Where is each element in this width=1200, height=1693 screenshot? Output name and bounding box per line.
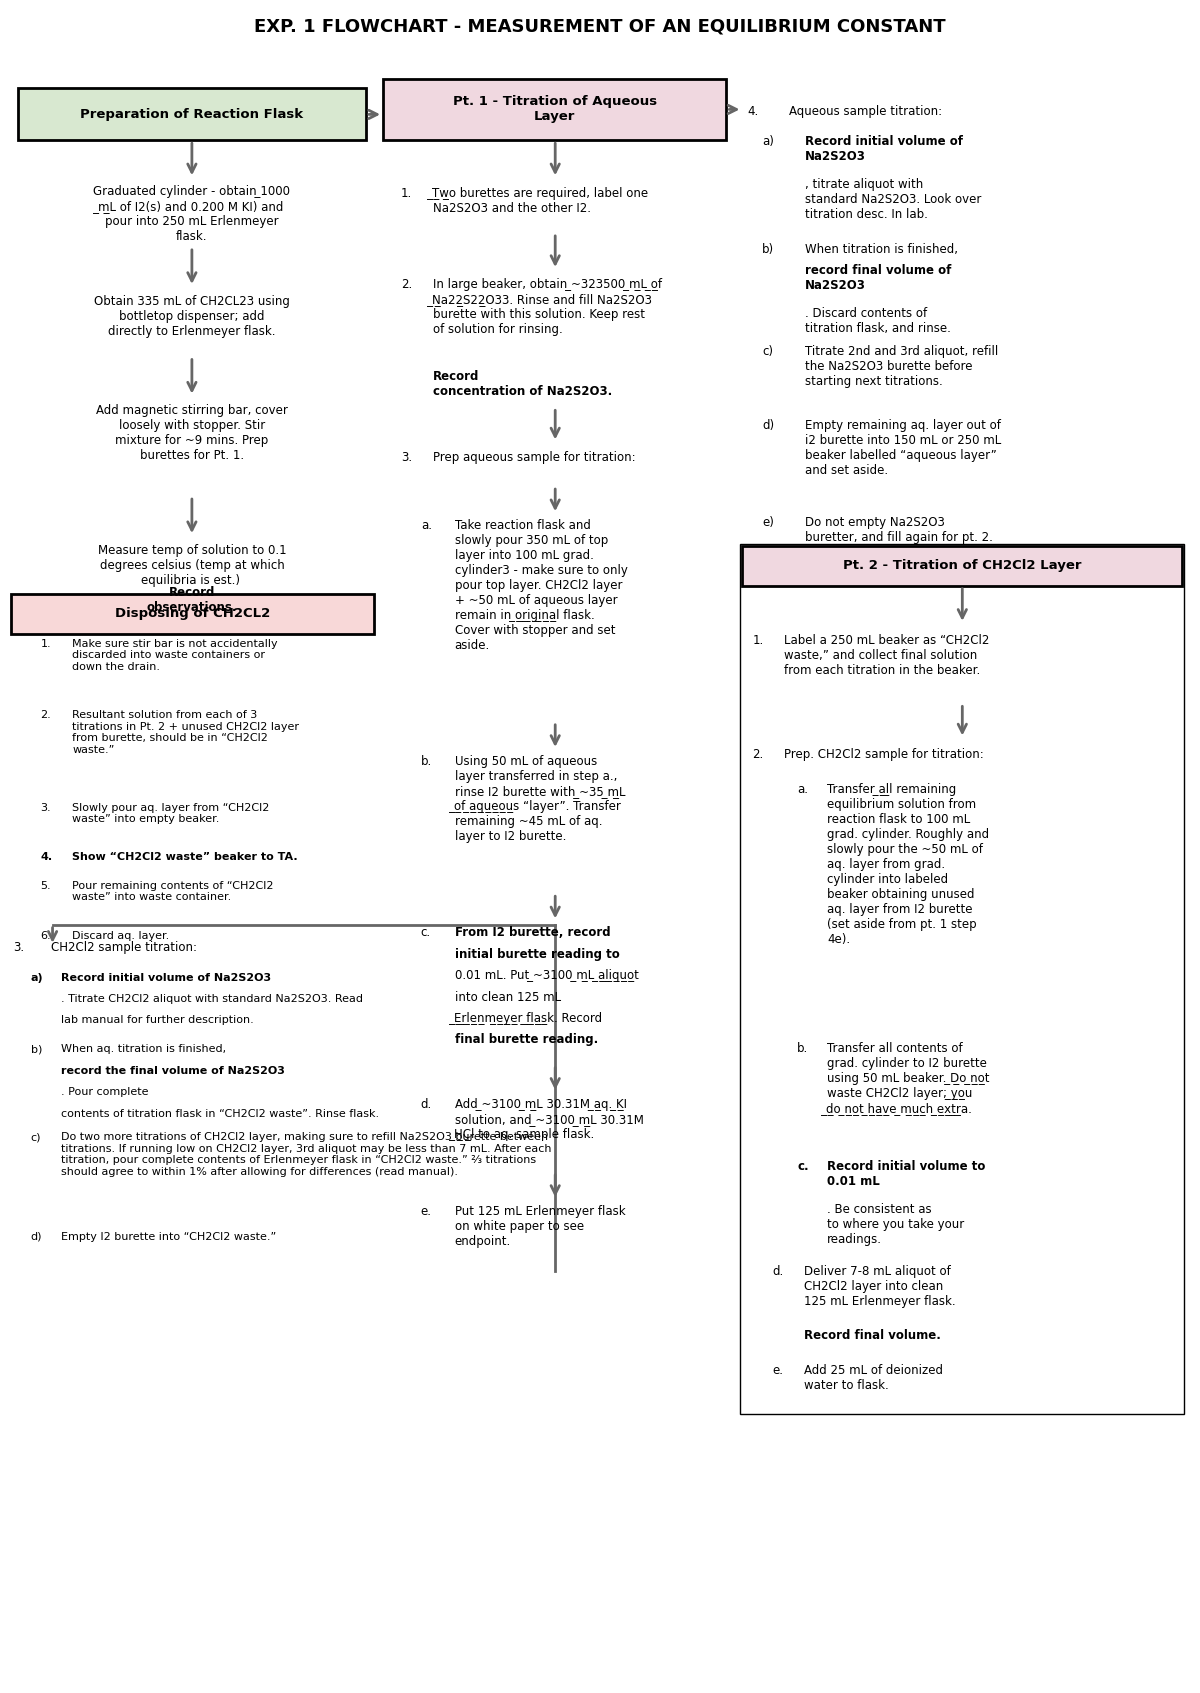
Text: Obtain 335 mL of CH2CL23 using
bottletop dispenser; add
directly to Erlenmeyer f: Obtain 335 mL of CH2CL23 using bottletop… bbox=[94, 295, 290, 339]
Text: c.: c. bbox=[421, 926, 431, 940]
Text: Record initial volume to
0.01 mL: Record initial volume to 0.01 mL bbox=[827, 1160, 985, 1188]
Text: Label a 250 mL beaker as “CH2Cl2
waste,” and collect final solution
from each ti: Label a 250 mL beaker as “CH2Cl2 waste,”… bbox=[784, 633, 990, 677]
Text: final burette reading.: final burette reading. bbox=[455, 1033, 598, 1046]
Text: d): d) bbox=[31, 1233, 42, 1241]
Text: d): d) bbox=[762, 420, 774, 432]
Text: Add ̲~3100 ̲m̲L 30.31M ̲a̲q. ̲K̲I
solution, and ̲~3100 ̲m̲L 30.31M
̲H̲C̲l to aq.: Add ̲~3100 ̲m̲L 30.31M ̲a̲q. ̲K̲I soluti… bbox=[455, 1097, 643, 1141]
Text: When titration is finished,: When titration is finished, bbox=[805, 244, 958, 256]
FancyBboxPatch shape bbox=[383, 78, 726, 141]
Text: a): a) bbox=[31, 972, 43, 982]
Text: ̲T̲w̲o burettes are required, label one
Na2S2O3 and the other I2.: ̲T̲w̲o burettes are required, label one … bbox=[433, 188, 649, 215]
Text: 1.: 1. bbox=[401, 188, 412, 200]
Text: record final volume of
Na2S2O3: record final volume of Na2S2O3 bbox=[805, 264, 952, 293]
Text: Prep. CH2Cl2 sample for titration:: Prep. CH2Cl2 sample for titration: bbox=[784, 748, 984, 762]
Text: 1.: 1. bbox=[752, 633, 763, 647]
Text: 0.01 mL. Put ̲~3100 ̲m̲L ̲a̲l̲i̲q̲u̲o̲t: 0.01 mL. Put ̲~3100 ̲m̲L ̲a̲l̲i̲q̲u̲o̲t bbox=[455, 968, 638, 982]
Text: Record final volume.: Record final volume. bbox=[804, 1329, 941, 1343]
Text: Put 125 mL Erlenmeyer flask
on white paper to see
endpoint.: Put 125 mL Erlenmeyer flask on white pap… bbox=[455, 1205, 625, 1248]
Text: c): c) bbox=[31, 1133, 41, 1143]
Text: 5.: 5. bbox=[41, 880, 52, 891]
Text: Add magnetic stirring bar, cover
loosely with stopper. Stir
mixture for ~9 mins.: Add magnetic stirring bar, cover loosely… bbox=[96, 405, 288, 462]
Text: Resultant solution from each of 3
titrations in Pt. 2 + unused CH2Cl2 layer
from: Resultant solution from each of 3 titrat… bbox=[72, 709, 300, 755]
Text: b.: b. bbox=[421, 755, 432, 769]
Text: 1.: 1. bbox=[41, 638, 52, 648]
FancyBboxPatch shape bbox=[18, 88, 366, 141]
Text: EXP. 1 FLOWCHART - MEASUREMENT OF AN EQUILIBRIUM CONSTANT: EXP. 1 FLOWCHART - MEASUREMENT OF AN EQU… bbox=[254, 17, 946, 36]
Text: ̲E̲r̲l̲e̲n̲m̲e̲y̲e̲r ̲f̲l̲a̲s̲k. Record: ̲E̲r̲l̲e̲n̲m̲e̲y̲e̲r ̲f̲l̲a̲s̲k. Record bbox=[455, 1012, 602, 1024]
Text: . Discard contents of
titration flask, and rinse.: . Discard contents of titration flask, a… bbox=[805, 306, 950, 335]
Text: Show “CH2Cl2 waste” beaker to TA.: Show “CH2Cl2 waste” beaker to TA. bbox=[72, 853, 298, 862]
Text: . Pour complete: . Pour complete bbox=[60, 1087, 148, 1097]
Text: In large beaker, obtain ̲~323500 ̲m̲L ̲o̲f
̲N̲a22̲S22̲O33. Rinse and fill Na2S2O: In large beaker, obtain ̲~323500 ̲m̲L ̲o… bbox=[433, 278, 661, 335]
Text: 2.: 2. bbox=[401, 278, 412, 291]
Text: Using 50 mL of aqueous
layer transferred in step a.,
rinse I2 burette with ̲~35 : Using 50 mL of aqueous layer transferred… bbox=[455, 755, 625, 843]
Text: Transfer all contents of
grad. cylinder to I2 burette
using 50 mL beaker. ̲D̲o ̲: Transfer all contents of grad. cylinder … bbox=[827, 1043, 990, 1116]
Text: c.: c. bbox=[797, 1160, 809, 1173]
FancyBboxPatch shape bbox=[743, 545, 1182, 586]
Text: b): b) bbox=[762, 244, 774, 256]
Text: Slowly pour aq. layer from “CH2Cl2
waste” into empty beaker.: Slowly pour aq. layer from “CH2Cl2 waste… bbox=[72, 802, 270, 824]
Text: Record initial volume of
Na2S2O3: Record initial volume of Na2S2O3 bbox=[805, 135, 964, 163]
Text: 3.: 3. bbox=[13, 941, 24, 953]
Text: Record initial volume of Na2S2O3: Record initial volume of Na2S2O3 bbox=[60, 972, 271, 982]
Text: 3.: 3. bbox=[401, 452, 412, 464]
Text: Titrate 2nd and 3rd aliquot, refill
the Na2S2O3 burette before
starting next tit: Titrate 2nd and 3rd aliquot, refill the … bbox=[805, 345, 998, 388]
Text: Take reaction flask and
slowly pour 350 mL of top
layer into 100 mL grad.
cylind: Take reaction flask and slowly pour 350 … bbox=[455, 520, 628, 652]
Text: a.: a. bbox=[421, 520, 432, 532]
Text: record the final volume of Na2S2O3: record the final volume of Na2S2O3 bbox=[60, 1067, 284, 1075]
Text: d.: d. bbox=[421, 1097, 432, 1111]
Text: Transfer ̲a̲l̲l remaining
equilibrium solution from
reaction flask to 100 mL
gra: Transfer ̲a̲l̲l remaining equilibrium so… bbox=[827, 784, 989, 946]
Text: Do two more titrations of CH2Cl2 layer, making sure to refill Na2S2O3 burette be: Do two more titrations of CH2Cl2 layer, … bbox=[60, 1133, 551, 1177]
Text: c): c) bbox=[762, 345, 773, 357]
Text: Discard aq. layer.: Discard aq. layer. bbox=[72, 931, 169, 941]
Text: initial burette reading to: initial burette reading to bbox=[455, 948, 619, 960]
Text: e.: e. bbox=[772, 1365, 784, 1378]
Text: Empty remaining aq. layer out of
i2 burette into 150 mL or 250 mL
beaker labelle: Empty remaining aq. layer out of i2 bure… bbox=[805, 420, 1001, 477]
Text: Pour remaining contents of “CH2Cl2
waste” into waste container.: Pour remaining contents of “CH2Cl2 waste… bbox=[72, 880, 274, 902]
Text: Add 25 mL of deionized
water to flask.: Add 25 mL of deionized water to flask. bbox=[804, 1365, 943, 1392]
Text: Measure temp of solution to 0.1
degrees celsius (temp at which
equilibria is est: Measure temp of solution to 0.1 degrees … bbox=[97, 543, 287, 587]
Text: Do not empty Na2S2O3
buretter, and fill again for pt. 2.: Do not empty Na2S2O3 buretter, and fill … bbox=[805, 516, 992, 543]
Text: 2.: 2. bbox=[752, 748, 763, 762]
Text: a.: a. bbox=[797, 784, 808, 796]
Text: e.: e. bbox=[421, 1205, 432, 1217]
Text: e): e) bbox=[762, 516, 774, 530]
Text: d.: d. bbox=[772, 1265, 784, 1278]
Text: 6.: 6. bbox=[41, 931, 52, 941]
Text: Aqueous sample titration:: Aqueous sample titration: bbox=[790, 105, 942, 119]
Text: Make sure stir bar is not accidentally
discarded into waste containers or
down t: Make sure stir bar is not accidentally d… bbox=[72, 638, 278, 672]
Text: From I2 burette, record: From I2 burette, record bbox=[455, 926, 611, 940]
Text: into clean 125 mL: into clean 125 mL bbox=[455, 990, 560, 1004]
Text: lab manual for further description.: lab manual for further description. bbox=[60, 1016, 253, 1026]
Text: . Be consistent as
to where you take your
readings.: . Be consistent as to where you take you… bbox=[827, 1202, 964, 1246]
FancyBboxPatch shape bbox=[11, 594, 374, 633]
Text: Record
observations.: Record observations. bbox=[146, 586, 238, 615]
Text: 4.: 4. bbox=[41, 853, 53, 862]
Text: contents of titration flask in “CH2Cl2 waste”. Rinse flask.: contents of titration flask in “CH2Cl2 w… bbox=[60, 1109, 379, 1119]
Text: Record
concentration of Na2S2O3.: Record concentration of Na2S2O3. bbox=[433, 369, 612, 398]
Text: , titrate aliquot with
standard Na2S2O3. Look over
titration desc. In lab.: , titrate aliquot with standard Na2S2O3.… bbox=[805, 178, 982, 222]
Text: Preparation of Reaction Flask: Preparation of Reaction Flask bbox=[80, 108, 304, 120]
Text: Pt. 1 - Titration of Aqueous
Layer: Pt. 1 - Titration of Aqueous Layer bbox=[452, 95, 656, 124]
Text: CH2Cl2 sample titration:: CH2Cl2 sample titration: bbox=[50, 941, 197, 953]
Text: a): a) bbox=[762, 135, 774, 149]
Text: b.: b. bbox=[797, 1043, 809, 1055]
Text: 3.: 3. bbox=[41, 802, 52, 813]
Text: Graduated cylinder - obtain ̲1000
̲m̲L of I2(s) and 0.200 M KI) and
pour into 25: Graduated cylinder - obtain ̲1000 ̲m̲L o… bbox=[94, 185, 290, 244]
Text: . Titrate CH2Cl2 aliquot with standard Na2S2O3. Read: . Titrate CH2Cl2 aliquot with standard N… bbox=[60, 994, 362, 1004]
Text: 4.: 4. bbox=[748, 105, 758, 119]
Text: Prep aqueous sample for titration:: Prep aqueous sample for titration: bbox=[433, 452, 636, 464]
Text: Empty I2 burette into “CH2Cl2 waste.”: Empty I2 burette into “CH2Cl2 waste.” bbox=[60, 1233, 276, 1241]
Text: b): b) bbox=[31, 1045, 42, 1055]
Text: Disposing of CH2CL2: Disposing of CH2CL2 bbox=[115, 608, 270, 620]
Text: 2.: 2. bbox=[41, 709, 52, 720]
Text: Pt. 2 - Titration of CH2Cl2 Layer: Pt. 2 - Titration of CH2Cl2 Layer bbox=[844, 559, 1081, 572]
Text: When aq. titration is finished,: When aq. titration is finished, bbox=[60, 1045, 229, 1055]
Text: Deliver 7-8 mL aliquot of
CH2Cl2 layer into clean
125 mL Erlenmeyer flask.: Deliver 7-8 mL aliquot of CH2Cl2 layer i… bbox=[804, 1265, 955, 1307]
